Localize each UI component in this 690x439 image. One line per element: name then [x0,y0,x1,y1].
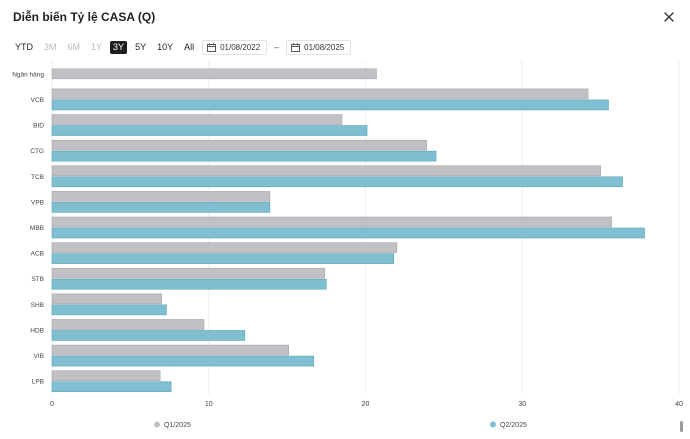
y-tick-label: Ngân hàng [12,71,44,78]
close-button[interactable] [660,8,678,26]
y-tick-label: TCB [31,174,44,181]
x-tick-label: 0 [50,401,54,408]
range-6m-button[interactable]: 6M [67,41,81,52]
legend-marker [154,421,160,428]
bar-ctg-q1-2025 [51,139,427,151]
bar-stb-q2-2025 [51,278,327,290]
legend-label: Q2/2025 [500,422,527,429]
bar-tcb-q2-2025 [51,176,623,188]
date-from-picker[interactable]: 01/08/2022 [202,39,268,55]
range-10y-button[interactable]: 10Y [157,41,174,52]
range-3y-button[interactable]: 3Y [110,40,128,54]
y-tick-label: VCB [31,97,44,104]
y-tick-label: VPB [31,199,44,206]
bar-ngân-hàng-q1-2025 [51,68,377,80]
date-to-value: 01/08/2025 [304,42,345,52]
scrollbar-thumb[interactable] [680,421,683,432]
bar-vib-q1-2025 [51,344,289,356]
range-1y-button[interactable]: 1Y [91,41,103,52]
x-tick-label: 40 [675,401,683,408]
x-tick-label: 20 [362,401,370,408]
legend-marker [490,421,496,428]
y-tick-label: MBB [30,225,44,232]
y-tick-label: BID [33,123,44,130]
bar-shb-q1-2025 [51,293,163,305]
y-tick-label: CTG [30,148,44,155]
bar-stb-q1-2025 [51,267,326,279]
bar-vcb-q1-2025 [51,88,589,100]
bar-ctg-q2-2025 [51,150,437,162]
bar-lpb-q1-2025 [51,370,161,381]
bar-hdb-q1-2025 [51,319,205,330]
page-title: Diễn biến Tỷ lệ CASA (Q) [13,10,156,24]
bar-vcb-q2-2025 [51,99,609,111]
date-separator: – [274,42,280,52]
bar-tcb-q1-2025 [51,165,601,177]
range-ytd-button[interactable]: YTD [15,41,33,52]
bar-vib-q2-2025 [51,355,315,367]
bar-vpb-q2-2025 [51,202,271,213]
close-icon [664,12,674,22]
y-tick-label: SHB [31,302,44,309]
bar-lpb-q2-2025 [51,381,172,392]
y-tick-label: HDB [30,327,44,334]
x-tick-label: 30 [518,401,526,408]
bar-vpb-q1-2025 [51,191,271,202]
x-tick-label: 10 [205,401,213,408]
bar-mbb-q1-2025 [51,216,612,228]
calendar-icon [291,42,301,52]
bar-bid-q2-2025 [51,125,368,136]
calendar-icon [207,42,217,52]
range-5y-button[interactable]: 5Y [135,41,147,52]
bar-acb-q1-2025 [51,242,398,253]
bar-shb-q2-2025 [51,304,167,316]
range-3m-button[interactable]: 3M [44,41,57,52]
time-range-toolbar: YTD 3M 6M 1Y 3Y 5Y 10Y All 01/08/2022 – … [12,39,352,55]
legend-label: Q1/2025 [164,422,191,429]
bar-acb-q2-2025 [51,253,395,264]
range-all-button[interactable]: All [184,41,195,52]
bar-bid-q1-2025 [51,114,343,125]
date-to-picker[interactable]: 01/08/2025 [286,39,352,55]
y-tick-label: STB [31,276,44,283]
bar-mbb-q2-2025 [51,227,645,239]
y-tick-label: ACB [31,251,44,258]
date-from-value: 01/08/2022 [220,42,261,52]
y-tick-label: LPB [32,379,44,386]
y-tick-label: VIB [34,353,44,360]
bar-hdb-q2-2025 [51,330,246,341]
